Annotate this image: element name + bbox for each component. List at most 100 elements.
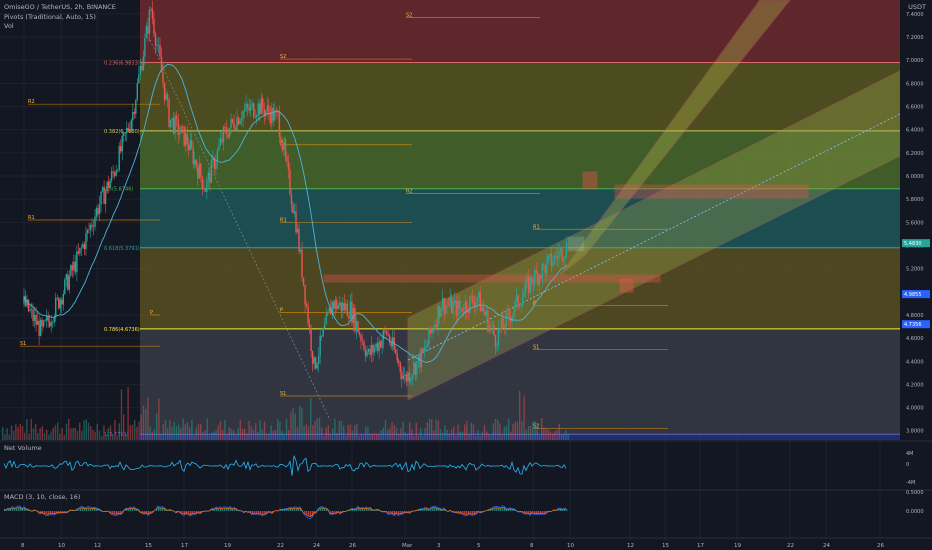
macd-bar xyxy=(374,510,376,511)
volume-bar xyxy=(296,426,299,440)
price-tick-label: 4.4000 xyxy=(906,359,924,365)
volume-bar xyxy=(336,432,338,440)
candle-body xyxy=(352,307,355,324)
candle-body xyxy=(107,181,110,189)
macd-bar xyxy=(462,511,464,514)
candle-body xyxy=(101,187,104,192)
candle-body xyxy=(251,103,253,106)
candle-body xyxy=(553,255,556,263)
volume-bar xyxy=(508,418,510,440)
candle-body xyxy=(330,308,332,315)
macd-bar xyxy=(12,507,14,511)
volume-bar xyxy=(213,431,215,440)
candle-body xyxy=(98,204,101,215)
volume-bar xyxy=(325,427,327,440)
candle-body xyxy=(484,311,486,316)
pivot-label: P xyxy=(280,308,283,314)
candle-body xyxy=(118,146,120,171)
candle-body xyxy=(443,298,445,314)
macd-bar xyxy=(362,508,364,511)
candle-body xyxy=(127,127,129,130)
macd-bar xyxy=(438,508,440,511)
candle-body xyxy=(496,345,498,347)
candle-body xyxy=(565,242,568,257)
time-tick-label: 26 xyxy=(877,543,884,549)
volume-bar xyxy=(301,408,303,440)
macd-bar xyxy=(542,511,544,514)
candle-body xyxy=(109,180,111,189)
volume-bar xyxy=(558,423,560,440)
candle-body xyxy=(171,117,173,120)
volume-bar xyxy=(101,435,103,440)
volume-bar xyxy=(428,418,431,440)
macd-bar xyxy=(366,507,368,511)
volume-bar xyxy=(514,421,516,440)
candle-body xyxy=(275,110,278,112)
macd-bar xyxy=(56,511,58,514)
candle-body xyxy=(257,103,259,116)
macd-bar xyxy=(458,511,460,513)
candle-body xyxy=(145,26,148,38)
candle-body xyxy=(44,320,46,321)
volume-bar xyxy=(351,430,354,440)
pivots-indicator-label[interactable]: Pivots (Traditional, Auto, 15) xyxy=(4,13,96,21)
macd-bar xyxy=(38,511,40,512)
price-axis-bg xyxy=(900,0,932,540)
time-tick-label: 24 xyxy=(823,543,830,549)
price-tick-label: 4.6000 xyxy=(906,336,924,342)
volume-bar xyxy=(360,433,362,440)
macd-bar xyxy=(94,508,96,511)
candle-body xyxy=(327,312,329,315)
volume-indicator-label[interactable]: Vol xyxy=(4,22,14,30)
candle-body xyxy=(512,311,515,316)
macd-bar xyxy=(494,507,496,511)
macd-bar xyxy=(60,511,62,513)
demand-box xyxy=(619,278,634,293)
volume-bar xyxy=(417,435,420,440)
macd-bar xyxy=(352,508,354,511)
net-volume-label[interactable]: Net Volume xyxy=(4,444,42,452)
macd-bar xyxy=(8,508,10,511)
macd-label[interactable]: MACD (3, 10, close, 16) xyxy=(4,493,81,501)
macd-bar xyxy=(376,509,378,511)
macd-bar xyxy=(418,510,420,511)
candle-body xyxy=(88,229,90,231)
candle-body xyxy=(529,277,531,293)
chart-title[interactable]: OmiseGO / TetherUS, 2h, BINANCE xyxy=(4,3,116,11)
candle-body xyxy=(248,107,250,111)
price-axis: 7.4000 7.2000 7.0000 6.8000 6.6000 6.4000 6.20… xyxy=(900,0,932,540)
macd-bar xyxy=(402,511,404,514)
pivot-label: S2 xyxy=(406,12,412,18)
candle-body xyxy=(398,360,400,363)
volume-bar xyxy=(497,420,499,440)
volume-bar xyxy=(50,431,52,440)
candle-body xyxy=(64,279,66,294)
candle-body xyxy=(531,277,533,285)
fib-band xyxy=(140,62,900,131)
candle-body xyxy=(154,33,157,46)
candle-body xyxy=(147,26,149,34)
macd-bar xyxy=(424,508,426,511)
candle-body xyxy=(256,115,258,118)
macd-bar xyxy=(224,507,226,511)
candle-body xyxy=(234,128,237,131)
volume-bar xyxy=(343,425,345,440)
macd-bar xyxy=(268,511,270,513)
candle-body xyxy=(133,112,136,114)
candle-body xyxy=(476,298,479,302)
candle-body xyxy=(324,324,326,329)
volume-bar xyxy=(65,423,68,440)
candle-body xyxy=(277,110,279,114)
volume-bar xyxy=(87,422,90,440)
volume-bar xyxy=(215,430,217,440)
candle-body xyxy=(499,328,501,330)
macd-bar xyxy=(396,511,398,514)
candle-body xyxy=(491,325,494,327)
macd-bar xyxy=(456,511,458,513)
volume-bar xyxy=(171,427,173,440)
volume-bar xyxy=(191,420,193,440)
volume-bar xyxy=(233,430,235,440)
volume-bar xyxy=(538,435,541,440)
candle-body xyxy=(375,343,377,348)
